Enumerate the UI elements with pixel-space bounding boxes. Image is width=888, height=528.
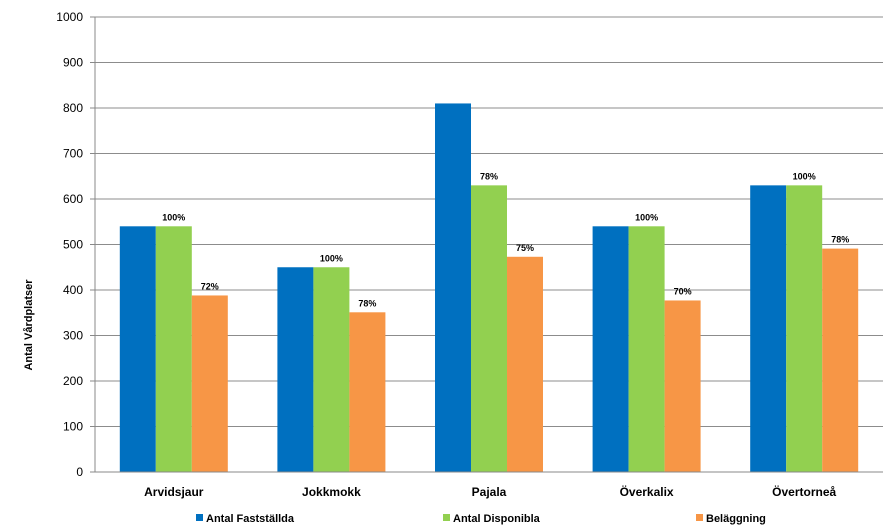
- x-category-label: Övertorneå: [772, 484, 836, 499]
- legend-label: Antal Disponibla: [453, 513, 541, 525]
- bar: [277, 267, 314, 472]
- bar: [592, 226, 629, 472]
- legend-label: Antal Fastställda: [206, 513, 295, 525]
- bar: [155, 226, 192, 472]
- bar: [471, 185, 507, 472]
- bar: [822, 248, 859, 472]
- y-tick-label: 200: [63, 374, 83, 388]
- y-tick-label: 100: [63, 420, 83, 434]
- legend-swatch: [196, 514, 203, 521]
- bar: [750, 185, 787, 472]
- y-tick-label: 400: [63, 283, 83, 297]
- data-label: 78%: [358, 298, 376, 308]
- data-labels: 100% 72% 100% 78% 78% 75% 100% 70% 100% 78%: [162, 171, 849, 308]
- bar: [313, 267, 350, 472]
- x-category-label: Jokkmokk: [302, 485, 361, 499]
- y-tick-label: 900: [63, 56, 83, 70]
- x-category-label: Pajala: [472, 485, 507, 499]
- bar: [786, 185, 823, 472]
- y-tick-label: 800: [63, 101, 83, 115]
- bars: [119, 103, 859, 472]
- x-axis-categories: Arvidsjaur Jokkmokk Pajala Överkalix Övertor…: [144, 484, 836, 499]
- x-category-label: Överkalix: [620, 484, 674, 499]
- data-label: 72%: [201, 281, 219, 291]
- y-tick-label: 300: [63, 329, 83, 343]
- y-tick-label: 0: [76, 465, 83, 479]
- legend-swatch: [696, 514, 703, 521]
- data-label: 100%: [635, 212, 658, 222]
- x-category-label: Arvidsjaur: [144, 485, 204, 499]
- bar: [664, 300, 701, 472]
- legend-item: Beläggning: [696, 513, 766, 525]
- bar: [349, 312, 386, 472]
- data-label: 78%: [480, 171, 498, 181]
- y-tick-label: 1000: [56, 10, 83, 24]
- legend-item: Antal Fastställda: [196, 513, 295, 525]
- data-label: 100%: [793, 171, 816, 181]
- bar: [191, 295, 228, 472]
- legend: Antal Fastställda Antal Disponibla Beläggn…: [196, 513, 766, 525]
- y-tick-label: 500: [63, 238, 83, 252]
- data-label: 78%: [831, 235, 849, 245]
- data-label: 75%: [516, 243, 534, 253]
- data-label: 100%: [320, 253, 343, 263]
- bar: [435, 103, 471, 472]
- bar: [628, 226, 665, 472]
- y-axis-ticks: 0 100 200 300 400 500 600 700 800 900 1000: [56, 10, 95, 479]
- y-tick-label: 700: [63, 147, 83, 161]
- data-label: 100%: [162, 212, 185, 222]
- legend-item: Antal Disponibla: [443, 513, 541, 525]
- bar: [507, 256, 543, 472]
- legend-label: Beläggning: [706, 513, 766, 525]
- bar: [119, 226, 156, 472]
- y-tick-label: 600: [63, 192, 83, 206]
- y-axis-label: Antal Vårdplatser: [23, 279, 35, 371]
- data-label: 70%: [674, 286, 692, 296]
- legend-swatch: [443, 514, 450, 521]
